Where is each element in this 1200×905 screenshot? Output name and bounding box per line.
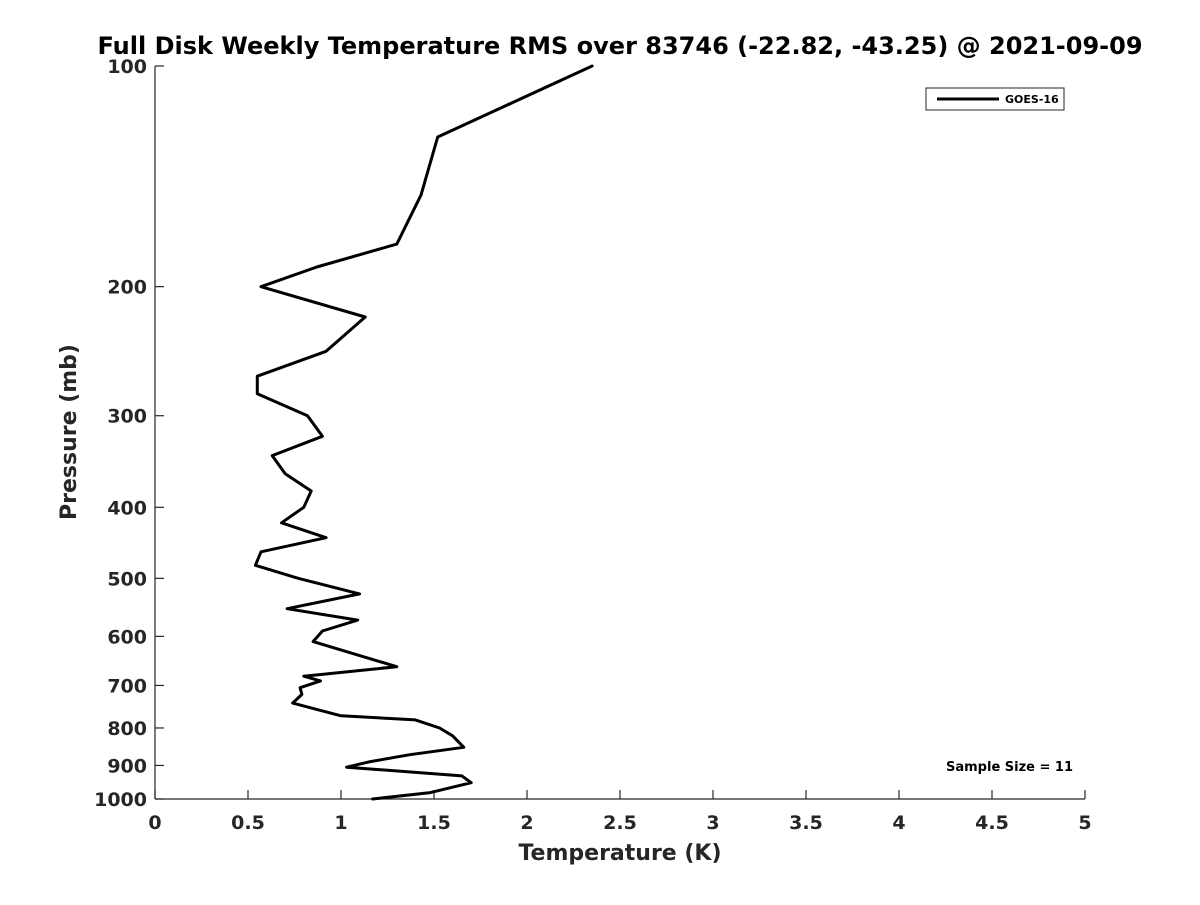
y-tick-label: 500 xyxy=(107,568,147,590)
y-tick-label: 100 xyxy=(107,56,147,78)
x-axis-label: Temperature (K) xyxy=(518,841,721,866)
y-tick-label: 900 xyxy=(107,755,147,777)
y-axis-ticks: 100 200 300 400 500 600 700 800 900 1000 xyxy=(94,56,164,811)
x-axis-ticks: 0 0.5 1 1.5 2 2.5 3 3.5 4 4.5 5 xyxy=(148,790,1092,834)
series-line-goes-16 xyxy=(253,64,594,801)
y-tick-label: 400 xyxy=(107,497,147,519)
plot-area: 0 0.5 1 1.5 2 2.5 3 3.5 4 4.5 5 100 200 300 400 500 600… xyxy=(94,56,1092,834)
x-tick-label: 3 xyxy=(706,812,719,834)
x-tick-label: 0.5 xyxy=(231,812,265,834)
x-tick-label: 2 xyxy=(520,812,533,834)
x-tick-label: 4 xyxy=(892,812,905,834)
x-tick-label: 0 xyxy=(148,812,161,834)
legend-entry-goes-16: GOES-16 xyxy=(1005,93,1059,106)
x-tick-label: 3.5 xyxy=(789,812,823,834)
x-tick-label: 4.5 xyxy=(975,812,1009,834)
y-tick-label: 700 xyxy=(107,675,147,697)
legend: GOES-16 xyxy=(925,87,1065,111)
y-axis-label: Pressure (mb) xyxy=(57,344,82,520)
y-tick-label: 200 xyxy=(107,277,147,299)
x-tick-label: 1 xyxy=(334,812,347,834)
x-tick-label: 2.5 xyxy=(603,812,637,834)
x-tick-label: 1.5 xyxy=(417,812,451,834)
x-tick-label: 5 xyxy=(1078,812,1091,834)
y-tick-label: 800 xyxy=(107,718,147,740)
chart-title: Full Disk Weekly Temperature RMS over 83… xyxy=(97,32,1142,60)
series-layer xyxy=(253,64,594,801)
y-tick-label: 300 xyxy=(107,406,147,428)
sample-size-annotation: Sample Size = 11 xyxy=(946,760,1073,775)
y-tick-label: 1000 xyxy=(94,789,147,811)
y-tick-label: 600 xyxy=(107,626,147,648)
